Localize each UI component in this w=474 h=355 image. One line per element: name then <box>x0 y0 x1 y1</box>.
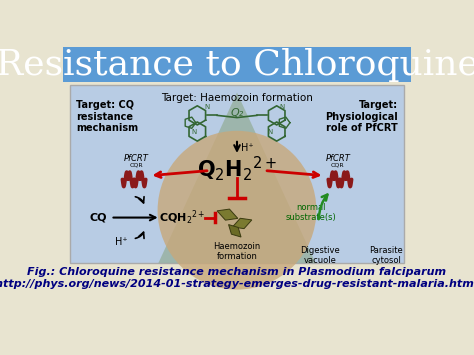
Text: N: N <box>191 129 196 135</box>
Text: CQR: CQR <box>331 162 345 167</box>
Text: Q$_2$H$_2$$^{2+}$: Q$_2$H$_2$$^{2+}$ <box>197 155 277 184</box>
FancyBboxPatch shape <box>63 47 411 82</box>
Polygon shape <box>232 218 252 229</box>
Text: Q₂: Q₂ <box>230 108 244 118</box>
Text: (http://phys.org/news/2014-01-strategy-emerges-drug-resistant-malaria.html): (http://phys.org/news/2014-01-strategy-e… <box>0 279 474 289</box>
Polygon shape <box>158 93 316 263</box>
Circle shape <box>157 131 317 290</box>
Text: normal
substrate(s): normal substrate(s) <box>286 203 337 222</box>
Text: Parasite
cytosol: Parasite cytosol <box>369 246 403 265</box>
Text: Haemozoin
formation: Haemozoin formation <box>213 242 261 261</box>
FancyBboxPatch shape <box>70 85 404 263</box>
Text: Digestive
vacuole: Digestive vacuole <box>300 246 340 265</box>
Text: CQH$_2$$^{2+}$: CQH$_2$$^{2+}$ <box>159 208 205 226</box>
Text: CQR: CQR <box>129 162 143 167</box>
Text: PfCRT: PfCRT <box>124 154 149 163</box>
Text: H⁺: H⁺ <box>241 143 253 153</box>
Polygon shape <box>217 209 238 220</box>
Polygon shape <box>228 225 241 237</box>
Text: Target: CQ
resistance
mechanism: Target: CQ resistance mechanism <box>76 100 138 133</box>
Text: N: N <box>267 129 273 135</box>
Text: CQ: CQ <box>89 213 107 223</box>
Text: N: N <box>204 104 210 110</box>
Text: Fig.: Chloroquine resistance mechanism in Plasmodium falciparum: Fig.: Chloroquine resistance mechanism i… <box>27 267 447 277</box>
Text: H⁺: H⁺ <box>115 237 128 247</box>
Text: Target: Haemozoin formation: Target: Haemozoin formation <box>161 93 313 103</box>
Text: Resistance to Chloroquine: Resistance to Chloroquine <box>0 48 474 82</box>
Text: Target:
Physiological
role of PfCRT: Target: Physiological role of PfCRT <box>325 100 398 133</box>
Text: N: N <box>279 104 284 110</box>
Text: PfCRT: PfCRT <box>325 154 350 163</box>
